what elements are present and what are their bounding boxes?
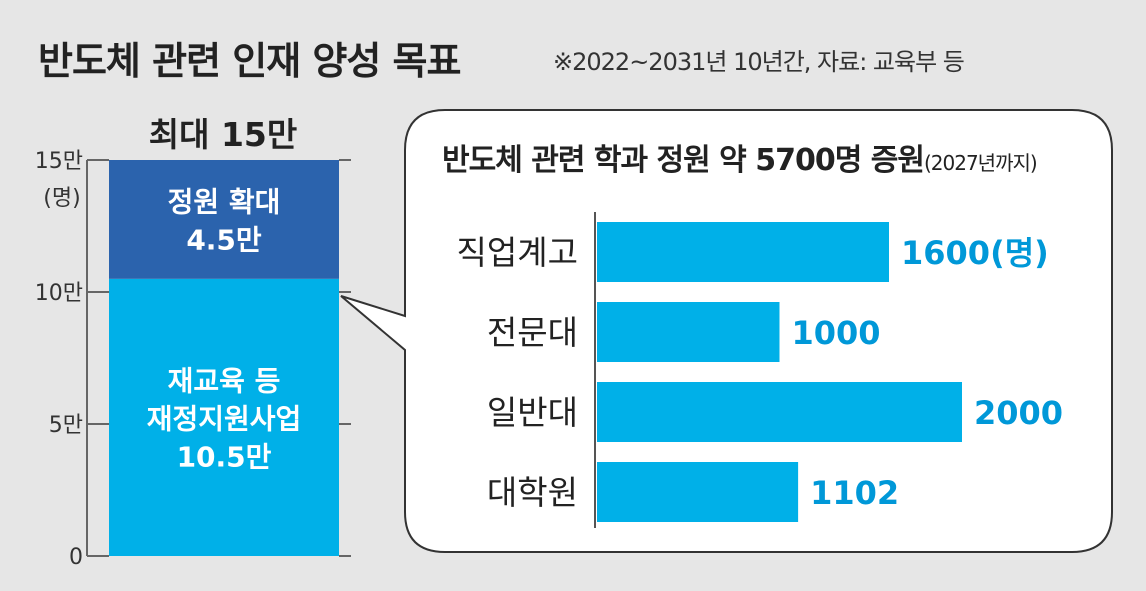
category-label: 대학원 [487, 473, 578, 512]
hbar-value-label: 1102 [810, 474, 899, 512]
stack-segment-label: 4.5만 [186, 223, 262, 256]
category-label: 직업계고 [457, 233, 578, 272]
callout-title: 반도체 관련 학과 정원 약 5700명 증원(2027년까지) [442, 143, 1037, 178]
hbar [597, 302, 780, 362]
source-note: ※2022~2031년 10년간, 자료: 교육부 등 [553, 48, 965, 76]
stack-segment-label: 정원 확대 [168, 185, 281, 218]
y-tick-label: 10만 [35, 281, 83, 306]
y-tick-label: 0 [69, 545, 83, 570]
category-label: 일반대 [487, 393, 578, 432]
stack-segment-label: 재정지원사업 [147, 402, 302, 435]
category-label: 전문대 [487, 313, 578, 352]
stack-segment-label: 재교육 등 [168, 364, 281, 397]
hbar-value-label: 1000 [792, 314, 881, 352]
stack-segment [109, 160, 339, 279]
stack-segment-label: 10.5만 [177, 440, 272, 473]
hbar [597, 462, 799, 522]
y-axis-ticks: 0 5만 10만 15만 [35, 149, 351, 570]
stack-segment [109, 278, 339, 556]
hbar-value-label: 1600(명) [901, 234, 1049, 272]
stacked-chart-title: 최대 15만 [149, 115, 298, 154]
y-tick-label: 15만 [35, 149, 83, 174]
horizontal-bars: 직업계고 1600(명) 전문대 1000 일반대 2000 대학원 1102 [457, 222, 1063, 522]
hbar-value-label: 2000 [974, 394, 1063, 432]
y-tick-label: 5만 [49, 413, 83, 438]
hbar [597, 222, 889, 282]
callout-box: 반도체 관련 학과 정원 약 5700명 증원(2027년까지) 직업계고 160… [340, 109, 1113, 553]
page-title: 반도체 관련 인재 양성 목표 [38, 39, 461, 83]
y-axis-label: (명) [43, 186, 80, 211]
hbar [597, 382, 962, 442]
